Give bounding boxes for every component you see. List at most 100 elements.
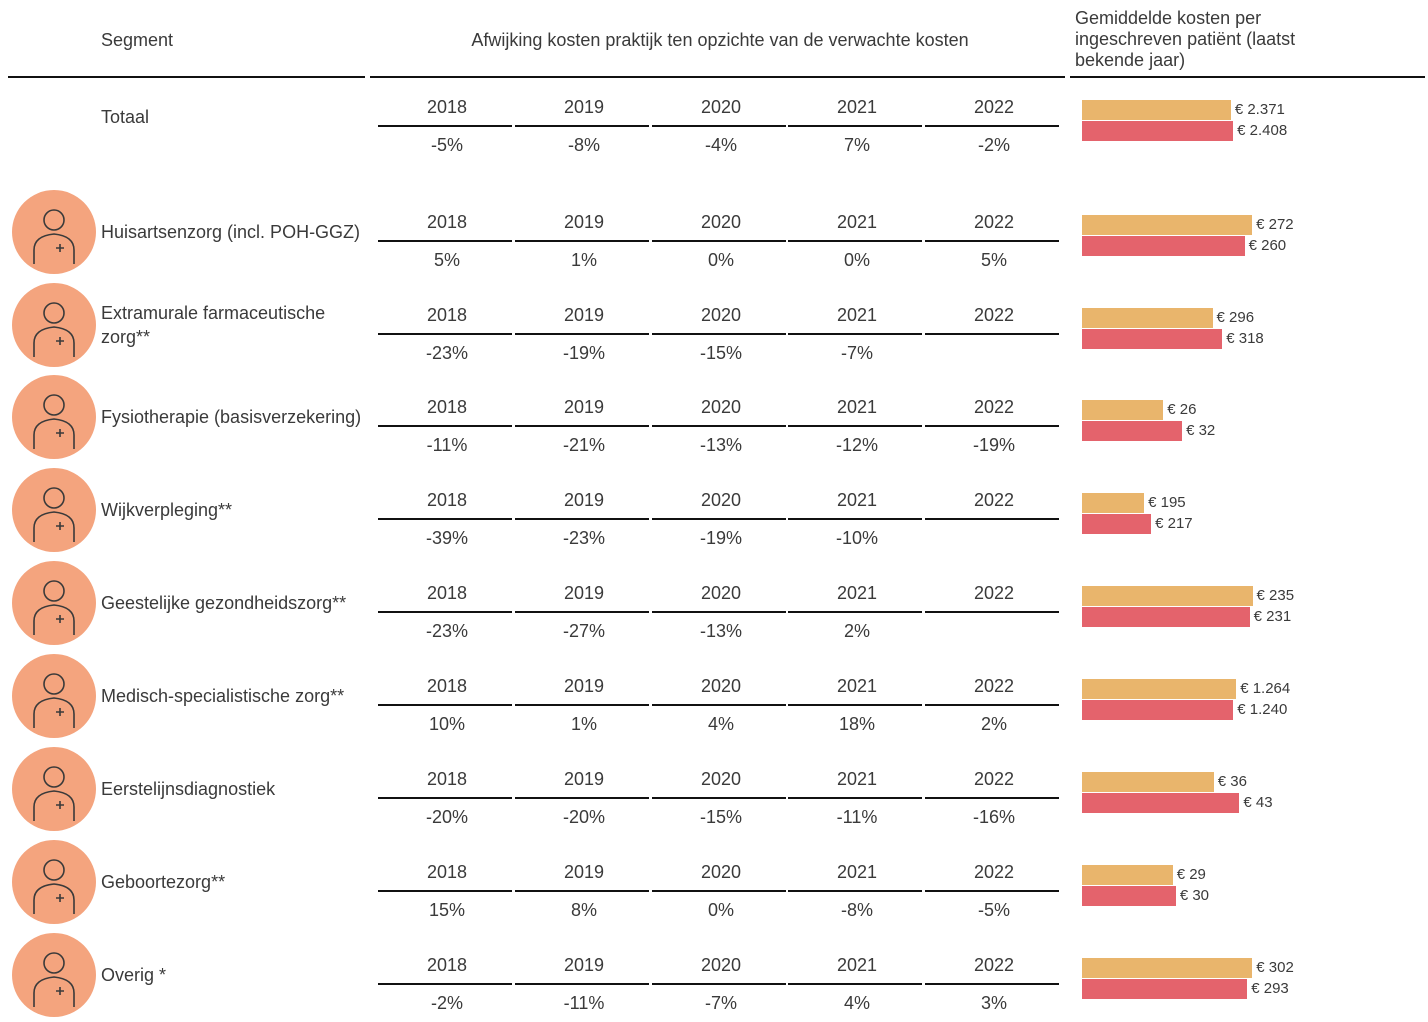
segment-label: Fysiotherapie (basisverzekering) (101, 407, 362, 427)
year: 2021 (836, 97, 878, 117)
cost-label: € 302 (1256, 959, 1294, 976)
cost-label: € 231 (1253, 608, 1292, 625)
year: 2022 (973, 490, 1015, 510)
deviation: 0% (707, 250, 734, 270)
year: 2018 (426, 490, 468, 510)
deviation: -15% (699, 343, 743, 363)
deviation: -39% (425, 528, 469, 548)
year-rule (652, 425, 786, 427)
deviation: -13% (699, 435, 743, 455)
year: 2022 (973, 955, 1015, 975)
year-rule (378, 890, 512, 892)
year-rule (515, 611, 649, 613)
year: 2018 (426, 97, 468, 117)
deviation: 7% (843, 135, 870, 155)
year: 2019 (563, 862, 605, 882)
deviation: 18% (838, 714, 876, 734)
year-rule (378, 797, 512, 799)
deviation: -27% (562, 621, 606, 641)
year: 2018 (426, 862, 468, 882)
year: 2018 (426, 769, 468, 789)
year: 2019 (563, 305, 605, 325)
segment-icon (12, 654, 96, 738)
segment-label: Extramurale farmaceutische zorg** (101, 303, 326, 347)
cost-label: € 26 (1167, 401, 1197, 418)
year-rule (515, 518, 649, 520)
year-rule (515, 125, 649, 127)
cost-label: € 43 (1243, 794, 1273, 811)
year-rule (378, 125, 512, 127)
year: 2019 (563, 955, 605, 975)
year-rule (515, 704, 649, 706)
deviation: -10% (835, 528, 879, 548)
cost-label: € 296 (1216, 309, 1255, 326)
deviation: 1% (570, 714, 597, 734)
cost-label: € 217 (1155, 515, 1193, 532)
segment-icon (12, 283, 96, 367)
cost-label: € 29 (1176, 866, 1206, 883)
cost-bar (1082, 772, 1214, 792)
year-rule (788, 425, 922, 427)
deviation: -5% (977, 900, 1010, 920)
segment-label: Totaal (101, 107, 150, 127)
cost-bar (1082, 308, 1213, 328)
deviation: 10% (428, 714, 466, 734)
year: 2019 (563, 97, 605, 117)
segment-label: Overig * (101, 965, 167, 985)
deviation: -19% (699, 528, 743, 548)
deviation: 8% (570, 900, 597, 920)
deviation: -12% (835, 435, 879, 455)
icon-glyph (33, 673, 75, 728)
year: 2022 (973, 305, 1015, 325)
cost-bar (1082, 700, 1234, 720)
deviation: -8% (567, 135, 600, 155)
header-deviation: Afwijking kosten praktijk ten opzichte v… (471, 30, 969, 50)
year: 2020 (700, 955, 742, 975)
year-rule (652, 890, 786, 892)
segment-icon (12, 561, 96, 645)
segment-label: Huisartsenzorg (incl. POH-GGZ) (101, 222, 361, 242)
year: 2020 (700, 490, 742, 510)
cost-bar (1082, 979, 1248, 999)
segment-icon (12, 747, 96, 831)
year: 2022 (973, 97, 1015, 117)
deviation: -7% (704, 993, 737, 1013)
cost-label: € 32 (1186, 422, 1216, 439)
icon-glyph (33, 580, 75, 635)
year: 2018 (426, 676, 468, 696)
deviation: 0% (707, 900, 734, 920)
deviation: 0% (843, 250, 870, 270)
year: 2019 (563, 583, 605, 603)
year-rule (925, 797, 1059, 799)
cost-label: € 195 (1148, 494, 1186, 511)
year-rule (515, 890, 649, 892)
deviation: -19% (972, 435, 1016, 455)
cost-bar (1082, 865, 1173, 885)
icon-glyph (33, 302, 75, 357)
cost-bar (1082, 514, 1152, 534)
year: 2022 (973, 769, 1015, 789)
deviation: 15% (428, 900, 466, 920)
year: 2020 (700, 397, 742, 417)
year-rule (788, 704, 922, 706)
deviation: -4% (704, 135, 737, 155)
year: 2022 (973, 676, 1015, 696)
cost-label: € 36 (1217, 773, 1247, 790)
icon-glyph (33, 766, 75, 821)
deviation: -23% (425, 343, 469, 363)
deviation: -20% (425, 807, 469, 827)
cost-label: € 235 (1256, 587, 1295, 604)
year-rule (788, 611, 922, 613)
header-rule (370, 76, 1065, 78)
deviation: -11% (563, 993, 605, 1013)
cost-bar (1082, 586, 1253, 606)
year-rule (925, 704, 1059, 706)
year-rule (652, 125, 786, 127)
year-rule (652, 983, 786, 985)
deviation: -19% (562, 343, 606, 363)
year-rule (378, 704, 512, 706)
cost-bar (1082, 215, 1253, 235)
year-rule (515, 333, 649, 335)
year-rule (652, 518, 786, 520)
year-rule (925, 425, 1059, 427)
